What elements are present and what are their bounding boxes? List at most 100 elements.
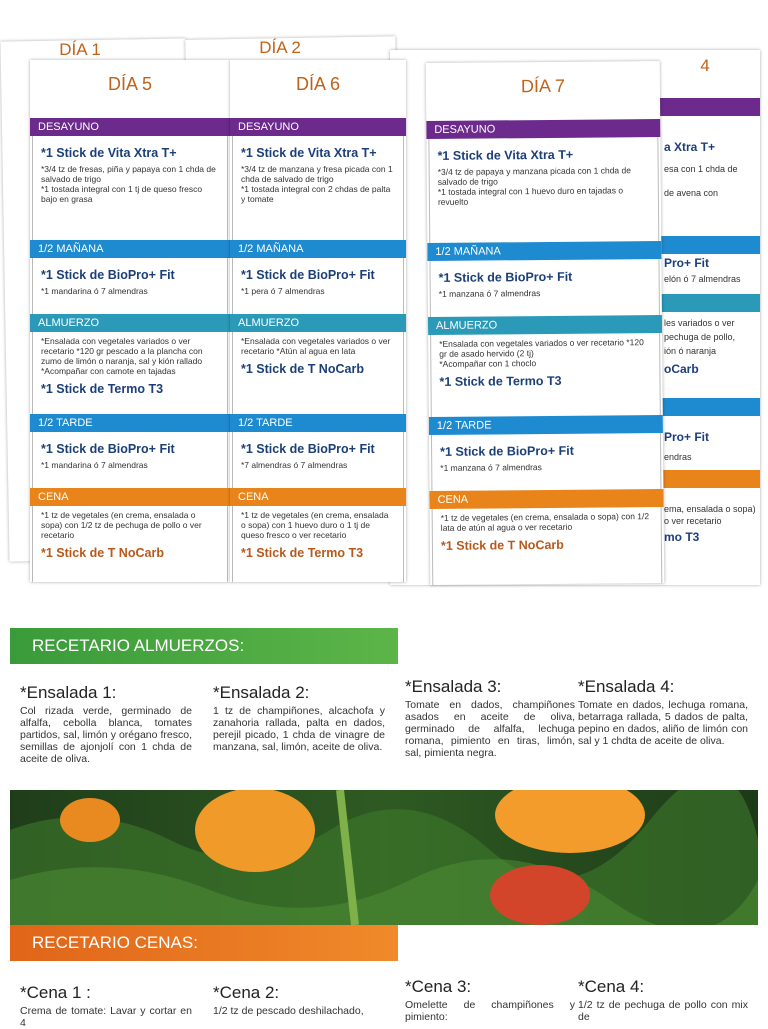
section-header: DESAYUNO xyxy=(426,118,661,140)
section-header: 1/2 TARDE xyxy=(428,414,663,436)
note: *7 almendras ó 7 almendras xyxy=(241,460,348,470)
section-header: 1/2 MAÑANA xyxy=(427,240,662,262)
text-fragment: esa con 1 chda de xyxy=(664,164,738,174)
text-fragment: pechuga de pollo, xyxy=(664,332,736,342)
section-body: *1 Stick de Vita Xtra T+ *3/4 tz de papay… xyxy=(428,137,660,244)
section-body: *Ensalada con vegetales variados o ver r… xyxy=(232,332,404,414)
text-fragment: ión ó naranja xyxy=(664,346,717,356)
day-card: DÍA 6 DESAYUNO *1 Stick de Vita Xtra T+ *3/… xyxy=(230,60,406,582)
note: *1 tostada integral con 1 huevo duro en … xyxy=(437,185,624,207)
section-header: 1/2 MAÑANA xyxy=(30,240,230,258)
note: *Acompañar con camote en tajadas xyxy=(41,366,176,376)
section-body: *Ensalada con vegetales variados o ver r… xyxy=(32,332,228,414)
recipe-name: *Cena 2: xyxy=(213,983,280,1002)
text-fragment: Pro+ Fit xyxy=(664,256,710,270)
stick-item: *1 Stick de Termo T3 xyxy=(439,373,562,389)
day-label: DÍA 2 xyxy=(259,38,301,57)
day-label: DÍA 6 xyxy=(295,74,341,94)
text-fragment: les variados o ver xyxy=(664,318,735,328)
section-header: DESAYUNO xyxy=(30,118,230,136)
bg-bar xyxy=(660,98,760,116)
note: *3/4 tz de manzana y fresa picada con 1 … xyxy=(241,164,393,184)
stick-item: *1 Stick de T NoCarb xyxy=(440,537,564,553)
section-body: *1 tz de vegetales (en crema, ensalada o… xyxy=(431,506,663,585)
day-label: DÍA 1 xyxy=(59,40,101,59)
section-body: *1 Stick de Vita Xtra T+ *3/4 tz de fresa… xyxy=(32,136,228,240)
almuerzos-banner: RECETARIO ALMUERZOS: xyxy=(10,628,398,664)
recipe-name: *Cena 1 : xyxy=(20,983,91,1002)
note: *1 mandarina ó 7 almendras xyxy=(41,286,148,296)
stick-item: *1 Stick de Vita Xtra T+ xyxy=(437,147,574,163)
section-body: *1 Stick de BioPro+ Fit *1 manzana ó 7 al… xyxy=(429,258,660,318)
section-header: 1/2 MAÑANA xyxy=(230,240,406,258)
stick-item: *1 Stick de BioPro+ Fit xyxy=(41,268,175,282)
text-fragment: o ver recetario xyxy=(664,516,722,526)
cenas-banner: RECETARIO CENAS: xyxy=(10,925,398,961)
stick-item: *1 Stick de Termo T3 xyxy=(241,546,364,560)
section-body: *1 Stick de BioPro+ Fit *7 almendras ó 7 … xyxy=(232,432,404,488)
recipe-text: Tomate en dados, lechuga romana, betarra… xyxy=(578,699,748,747)
section-body: *1 tz de vegetales (en crema, ensalada o… xyxy=(232,506,404,582)
stick-item: *1 Stick de BioPro+ Fit xyxy=(438,269,573,285)
section-body: *1 Stick de BioPro+ Fit *1 manzana ó 7 al… xyxy=(430,432,662,491)
stick-item: *1 Stick de Vita Xtra T+ xyxy=(241,146,377,160)
note: *1 tz de vegetales (en crema, ensalada o… xyxy=(41,510,202,540)
note: *3/4 tz de papaya y manzana picada con 1… xyxy=(437,165,631,187)
text-fragment: ema, ensalada o sopa) xyxy=(664,504,756,514)
text-fragment: de avena con xyxy=(664,188,719,198)
text-fragment: elón ó 7 almendras xyxy=(664,274,741,284)
note: *1 tz de vegetales (en crema, ensalada o… xyxy=(440,511,650,533)
recipe-name: *Cena 3: xyxy=(405,977,472,996)
text-fragment: oCarb xyxy=(664,362,699,376)
stick-item: *1 Stick de BioPro+ Fit xyxy=(241,268,375,282)
day-label: DÍA 5 xyxy=(107,74,153,94)
recipe-name: *Cena 4: xyxy=(578,977,645,996)
section-header: ALMUERZO xyxy=(230,314,406,332)
section-body: *1 tz de vegetales (en crema, ensalada o… xyxy=(32,506,228,582)
bg-bar xyxy=(660,294,760,312)
stick-item: *1 Stick de Termo T3 xyxy=(41,382,164,396)
recipe-name: *Ensalada 2: xyxy=(213,683,310,702)
recipe-name: *Ensalada 4: xyxy=(578,677,675,696)
recipe-text: Col rizada verde, germinado de alfalfa, … xyxy=(20,705,192,765)
text-fragment: Pro+ Fit xyxy=(664,430,710,444)
food-photo xyxy=(10,790,758,925)
recipe-text: Omelette de champiñones y pimiento: xyxy=(405,999,575,1023)
day-card: DÍA 7 DESAYUNO *1 Stick de Vita Xtra T+ *3/… xyxy=(425,60,665,586)
section-header: CENA xyxy=(30,488,230,506)
recipe-text: 1/2 tz de pechuga de pollo con mix de xyxy=(578,999,748,1023)
day-label: DÍA 7 xyxy=(520,75,566,97)
section-header: ALMUERZO xyxy=(30,314,230,332)
section-body: *Ensalada con vegetales variados o ver r… xyxy=(430,332,661,417)
note: *1 mandarina ó 7 almendras xyxy=(41,460,148,470)
stick-item: *1 Stick de BioPro+ Fit xyxy=(41,442,175,456)
stick-item: *1 Stick de T NoCarb xyxy=(41,546,164,560)
text-fragment: a Xtra T+ xyxy=(664,140,716,154)
note: *Ensalada con vegetales variados o ver r… xyxy=(41,336,203,366)
day-body: DESAYUNO *1 Stick de Vita Xtra T+ *3/4 tz … xyxy=(230,118,406,582)
section-body: *1 Stick de Vita Xtra T+ *3/4 tz de manza… xyxy=(232,136,404,240)
stick-item: *1 Stick de Vita Xtra T+ xyxy=(41,146,177,160)
section-body: *1 Stick de BioPro+ Fit *1 mandarina ó 7 … xyxy=(32,258,228,314)
bg-bar xyxy=(660,398,760,416)
note: *1 tostada integral con 2 chdas de palta… xyxy=(241,184,391,204)
stick-item: *1 Stick de BioPro+ Fit xyxy=(241,442,375,456)
recipe-name: *Ensalada 3: xyxy=(405,677,502,696)
day-card: DÍA 5 DESAYUNO *1 Stick de Vita Xtra T+ *3/… xyxy=(30,60,230,582)
note: *3/4 tz de fresas, piña y papaya con 1 c… xyxy=(41,164,216,184)
section-header: DESAYUNO xyxy=(230,118,406,136)
text-fragment: endras xyxy=(664,452,692,462)
text-fragment: mo T3 xyxy=(664,530,700,544)
section-header: ALMUERZO xyxy=(427,314,663,336)
note: *1 manzana ó 7 almendras xyxy=(438,288,541,299)
bg-bar xyxy=(660,236,760,254)
day-label: 4 xyxy=(700,56,710,75)
recipe-text: 1/2 tz de pescado deshilachado, xyxy=(213,1005,364,1017)
stick-item: *1 Stick de T NoCarb xyxy=(241,362,364,376)
section-header: 1/2 TARDE xyxy=(30,414,230,432)
recipe-text: 1 tz de champiñones, alcachofa y zanahor… xyxy=(213,705,385,753)
section-header: CENA xyxy=(429,488,664,510)
note: *1 tz de vegetales (en crema, ensalada o… xyxy=(241,510,389,540)
bg-bar xyxy=(660,470,760,488)
